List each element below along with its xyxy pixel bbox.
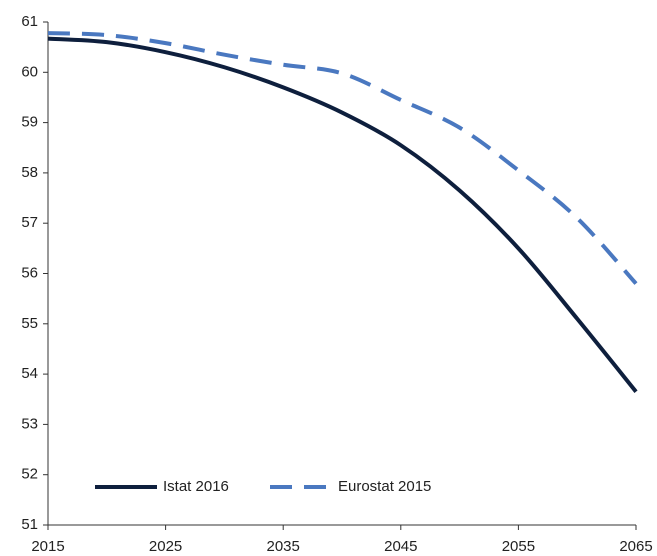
y-tick-label: 61 [21,13,38,30]
y-tick-label: 54 [21,365,38,382]
y-tick-label: 51 [21,516,38,533]
legend-label: Eurostat 2015 [338,478,431,495]
x-tick-label: 2045 [384,538,417,555]
y-tick-label: 53 [21,415,38,432]
x-tick-label: 2065 [619,538,652,555]
y-tick-label: 56 [21,264,38,281]
y-tick-label: 52 [21,466,38,483]
x-tick-label: 2015 [31,538,64,555]
series-line [47,31,638,285]
legend-label: Istat 2016 [163,478,229,495]
y-tick-label: 59 [21,114,38,131]
series-line [47,36,638,393]
x-tick-label: 2025 [149,538,182,555]
y-tick-label: 60 [21,63,38,80]
y-tick-label: 58 [21,164,38,181]
y-tick-label: 57 [21,214,38,231]
y-tick-label: 55 [21,315,38,332]
x-tick-label: 2055 [502,538,535,555]
x-tick-label: 2035 [267,538,300,555]
